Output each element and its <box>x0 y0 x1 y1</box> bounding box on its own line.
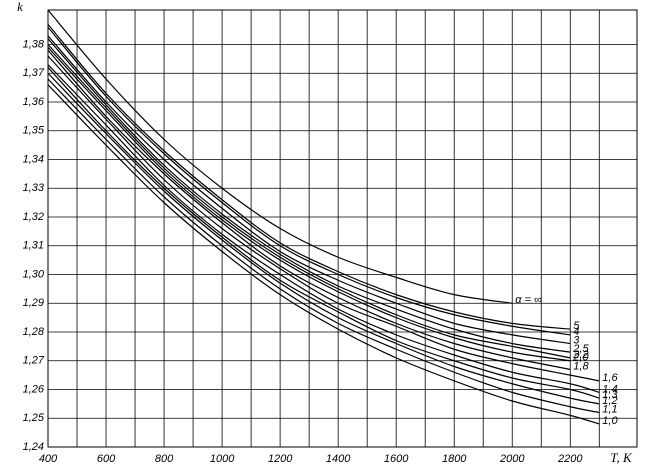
curve <box>48 72 600 405</box>
curve-label: 1,3 <box>602 389 618 401</box>
y-tick-label: 1,36 <box>23 96 45 108</box>
x-tick-label: 1800 <box>442 453 467 465</box>
x-tick-label: 1200 <box>268 453 293 465</box>
y-tick-label: 1,24 <box>23 441 44 453</box>
plot-frame <box>47 9 638 448</box>
y-tick-label: 1,33 <box>23 182 45 194</box>
y-tick-label: 1,25 <box>23 412 45 424</box>
curve <box>48 67 600 399</box>
curve-label: 3 <box>573 334 580 346</box>
y-tick-label: 1,35 <box>23 125 45 137</box>
curve-label: 1,1 <box>602 403 617 415</box>
curve <box>48 44 571 359</box>
y-tick-label: 1,32 <box>23 211 44 223</box>
curve-label: 2,0 <box>572 352 589 364</box>
curve <box>48 38 571 353</box>
curve-label: 4 <box>573 326 579 338</box>
curve-label: α = ∞ <box>515 294 542 306</box>
curve-label: 1,0 <box>602 415 618 427</box>
curve <box>48 84 600 425</box>
curve-label: 1,2 <box>602 395 617 407</box>
x-tick-label: 2000 <box>499 453 525 465</box>
x-axis-label: T, K <box>610 450 633 465</box>
y-tick-label: 1,31 <box>23 240 44 252</box>
x-tick-label: 400 <box>39 453 58 465</box>
curve <box>48 10 513 304</box>
curve <box>48 49 571 370</box>
curve-label: 1,8 <box>573 360 589 372</box>
x-tick-label: 600 <box>97 453 116 465</box>
curve <box>48 64 600 393</box>
curve <box>48 23 571 330</box>
x-tick-label: 1400 <box>326 453 351 465</box>
curve-label: 1,6 <box>602 372 618 384</box>
curve <box>48 35 571 345</box>
curve <box>48 78 600 414</box>
y-tick-label: 1,29 <box>23 297 44 309</box>
x-tick-label: 2200 <box>557 453 583 465</box>
y-tick-label: 1,37 <box>23 67 45 79</box>
y-tick-label: 1,34 <box>23 153 44 165</box>
curve <box>48 55 600 382</box>
curve-label: 2,2 <box>572 349 588 361</box>
y-axis-label: k <box>17 0 23 14</box>
y-tick-label: 1,38 <box>23 38 45 50</box>
x-tick-label: 1600 <box>384 453 409 465</box>
y-tick-label: 1,28 <box>23 326 45 338</box>
curve <box>48 26 571 336</box>
x-tick-label: 1000 <box>210 453 235 465</box>
curve-label: 5 <box>573 320 580 332</box>
x-tick-label: 800 <box>155 453 174 465</box>
y-tick-label: 1,30 <box>23 268 45 280</box>
curve-label: 1,4 <box>602 383 617 395</box>
curve-label: 2,5 <box>572 343 589 355</box>
y-tick-label: 1,27 <box>23 355 45 367</box>
curve <box>48 46 571 362</box>
y-tick-label: 1,26 <box>23 383 45 395</box>
